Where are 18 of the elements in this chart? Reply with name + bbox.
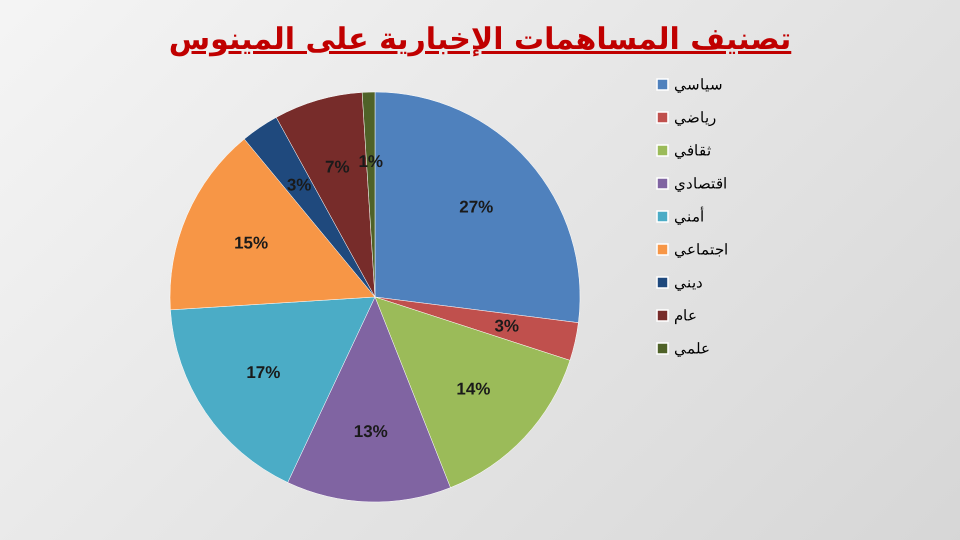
data-label: 3% bbox=[494, 316, 520, 336]
data-label: 27% bbox=[459, 198, 494, 217]
legend-label: رياضي bbox=[674, 110, 716, 126]
legend-label: ثقافي bbox=[674, 142, 711, 160]
data-label: 13% bbox=[354, 422, 388, 441]
legend-label: علمي bbox=[674, 340, 710, 358]
legend-label: ديني bbox=[674, 274, 703, 292]
data-label: 7% bbox=[325, 157, 350, 176]
data-label: 3% bbox=[286, 175, 312, 194]
data-label: 15% bbox=[234, 233, 268, 252]
legend-label: اجتماعي bbox=[674, 242, 728, 258]
chart-title: تصنيف المساهمات الإخبارية على المينوس bbox=[168, 21, 792, 59]
legend-label: عام bbox=[674, 308, 697, 324]
legend-label: اقتصادي bbox=[674, 176, 727, 192]
data-label: 14% bbox=[456, 379, 490, 398]
legend-label: سياسي bbox=[674, 76, 723, 94]
legend-label: أمني bbox=[674, 206, 704, 226]
data-label: 17% bbox=[246, 362, 280, 382]
